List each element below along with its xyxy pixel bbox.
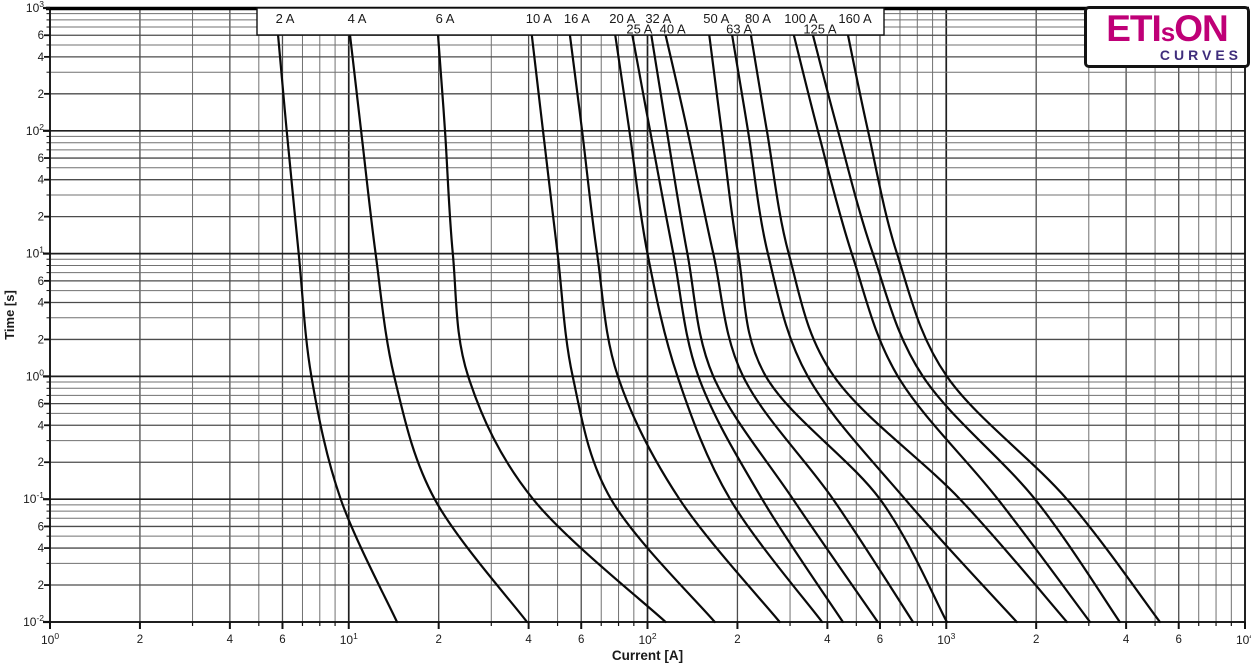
svg-text:6: 6 [877, 634, 883, 646]
etison-brand-text: ETIsON [1106, 10, 1229, 48]
svg-text:4: 4 [38, 543, 45, 555]
svg-text:6: 6 [38, 153, 44, 165]
curve-40-a [664, 34, 915, 624]
svg-text:2: 2 [38, 334, 44, 346]
svg-text:100: 100 [41, 631, 59, 647]
svg-text:101: 101 [26, 245, 44, 261]
svg-text:103: 103 [937, 631, 955, 647]
svg-text:6: 6 [38, 276, 44, 288]
svg-text:4: 4 [38, 297, 45, 309]
svg-text:4: 4 [227, 634, 234, 646]
curve-label-2-a: 2 A [276, 11, 295, 26]
svg-text:104: 104 [1236, 631, 1251, 647]
curve-label-160-a: 160 A [838, 11, 872, 26]
curve-100-a [792, 34, 1092, 624]
brand-part-eti: ETI [1106, 8, 1162, 50]
curve-label-32-a: 32 A [645, 11, 671, 26]
svg-text:6: 6 [38, 399, 44, 411]
svg-text:10-2: 10-2 [23, 613, 44, 629]
svg-text:2: 2 [38, 457, 44, 469]
x-axis-title: Current [A] [612, 648, 683, 663]
curve-label-box: 2 A 4 A 6 A 10 A 16 A 20 A25 A32 A40 A 50 A63 … [256, 7, 885, 37]
curve-label-80-a: 80 A [745, 11, 771, 26]
svg-text:10-1: 10-1 [23, 490, 44, 506]
axis-ticks [43, 6, 1246, 629]
curve-25-a [631, 34, 844, 624]
curve-label-125-a: 125 A [803, 22, 837, 37]
curve-10-a [530, 34, 716, 624]
svg-text:103: 103 [26, 0, 44, 15]
curve-125-a [811, 34, 1121, 624]
curve-label-25-a: 25 A [626, 22, 652, 37]
curve-32-a [650, 34, 879, 624]
svg-text:2: 2 [734, 634, 740, 646]
curve-label-10-a: 10 A [526, 11, 552, 26]
curve-63-a [731, 34, 1018, 624]
svg-text:6: 6 [38, 30, 44, 42]
svg-text:4: 4 [38, 52, 45, 64]
curve-label-20-a: 20 A [609, 11, 635, 26]
svg-text:102: 102 [638, 631, 656, 647]
etison-logo: ETIsON CURVES [1084, 6, 1250, 68]
svg-text:6: 6 [279, 634, 285, 646]
curve-4-a [348, 34, 529, 624]
svg-text:2: 2 [435, 634, 441, 646]
svg-text:2: 2 [38, 580, 44, 592]
curve-6-a [436, 34, 667, 624]
svg-text:4: 4 [824, 634, 831, 646]
curve-label-63-a: 63 A [726, 22, 752, 37]
curve-80-a [749, 34, 1068, 624]
curve-label-16-a: 16 A [564, 11, 590, 26]
curve-16-a [568, 34, 781, 624]
curve-label-100-a: 100 A [784, 11, 818, 26]
fuse-curves [276, 34, 1161, 624]
svg-text:6: 6 [578, 634, 584, 646]
svg-text:4: 4 [1123, 634, 1130, 646]
curve-label-40-a: 40 A [660, 22, 686, 37]
svg-text:102: 102 [26, 122, 44, 138]
svg-text:2: 2 [38, 212, 44, 224]
svg-text:100: 100 [26, 367, 44, 383]
grid [49, 8, 1246, 623]
curve-label-50-a: 50 A [703, 11, 729, 26]
curve-label-4-a: 4 A [348, 11, 367, 26]
svg-text:4: 4 [38, 175, 45, 187]
svg-text:4: 4 [38, 420, 45, 432]
curve-2-a [276, 34, 399, 624]
svg-text:2: 2 [38, 89, 44, 101]
curve-label-6-a: 6 A [436, 11, 455, 26]
brand-part-on: ON [1174, 8, 1228, 50]
svg-text:101: 101 [340, 631, 358, 647]
curve-20-a [614, 34, 824, 624]
curve-160-a [846, 34, 1161, 624]
logo-subtitle: CURVES [1159, 46, 1242, 63]
brand-part-s: s [1160, 17, 1176, 48]
curve-50-a [708, 34, 948, 624]
svg-text:6: 6 [1176, 634, 1182, 646]
y-axis-title: Time [s] [2, 290, 17, 340]
svg-text:4: 4 [525, 634, 532, 646]
svg-text:2: 2 [137, 634, 143, 646]
svg-text:6: 6 [38, 521, 44, 533]
svg-text:2: 2 [1033, 634, 1039, 646]
